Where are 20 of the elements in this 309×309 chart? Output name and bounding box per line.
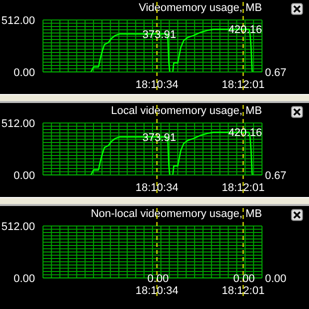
y-tick-label: 0.00 <box>14 66 35 79</box>
x-tick-label: 18:10:34 <box>136 182 178 194</box>
y-tick-label: 0.00 <box>14 272 35 285</box>
annotation: 0.00 <box>265 272 286 285</box>
annotation: 0.67 <box>265 66 286 79</box>
x-tick-label: 18:12:01 <box>222 78 265 91</box>
annotation: 373.91 <box>142 28 176 41</box>
y-tick-label: 512.00 <box>1 220 35 233</box>
y-tick-label: 512.00 <box>1 118 35 130</box>
y-tick-label: 0.00 <box>14 170 35 182</box>
x-tick-label: 18:10:34 <box>136 284 178 297</box>
annotation: 0.67 <box>265 170 286 182</box>
y-tick-label: 512.00 <box>1 14 35 27</box>
x-tick-label: 18:10:34 <box>136 78 178 91</box>
chart-title: Videomemory usage, MB <box>138 2 262 14</box>
x-tick-label: 18:12:01 <box>222 182 265 194</box>
chart-title: Non-local videomemory usage, MB <box>90 208 262 220</box>
x-tick-label: 18:12:01 <box>222 284 265 297</box>
annotation: 373.91 <box>142 132 176 144</box>
chart-title: Local videomemory usage, MB <box>110 105 262 117</box>
